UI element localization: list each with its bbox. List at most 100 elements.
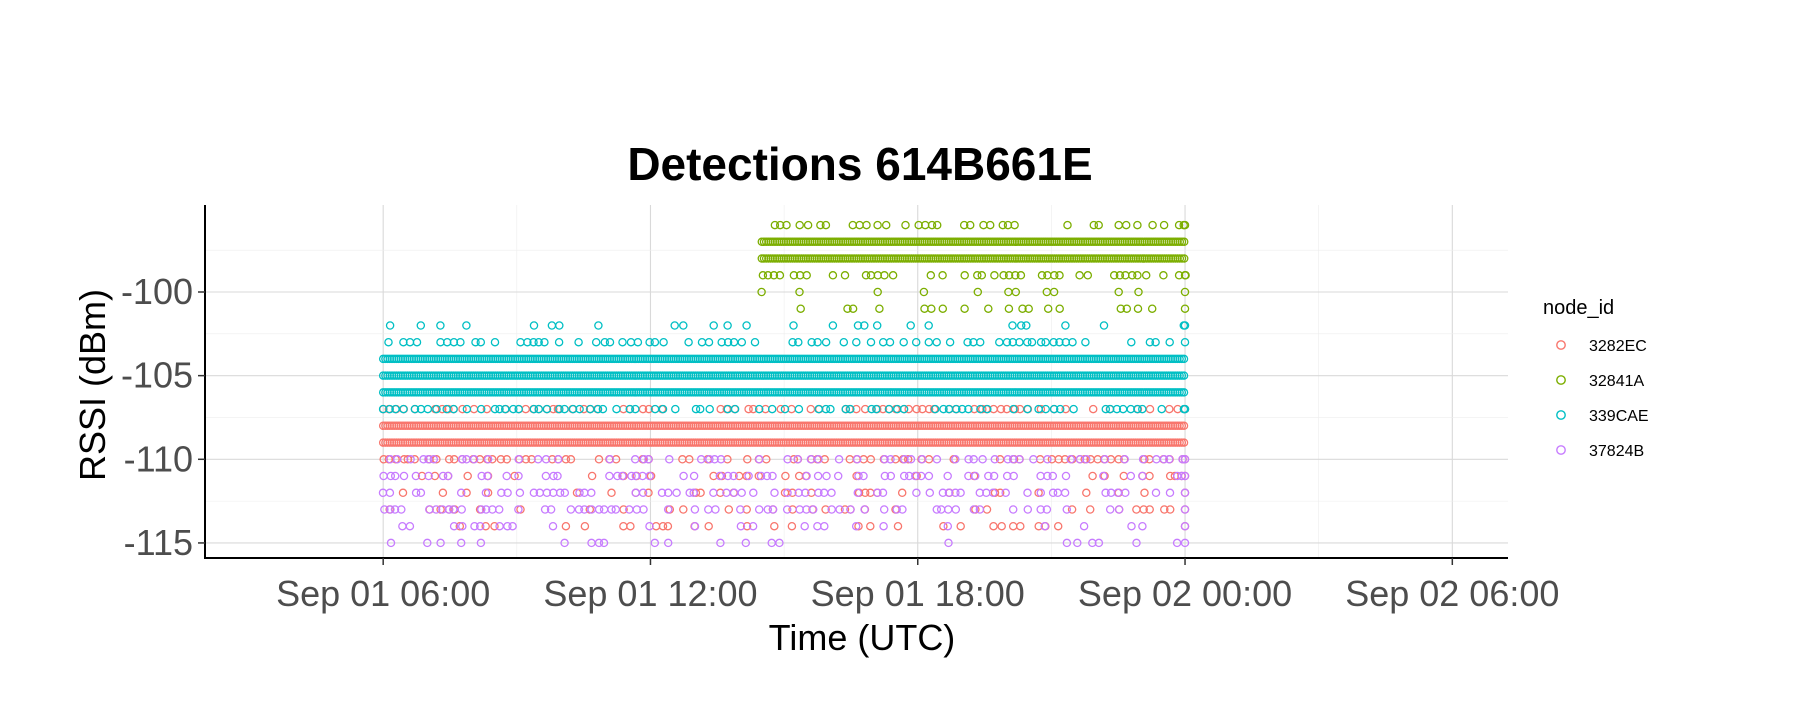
data-point — [754, 505, 764, 514]
data-point — [742, 505, 751, 514]
data-point — [390, 471, 400, 481]
data-point — [438, 471, 448, 481]
data-point — [444, 455, 454, 464]
data-point — [1116, 304, 1126, 313]
data-point — [1043, 271, 1052, 280]
data-point — [1010, 220, 1019, 230]
data-point — [432, 404, 441, 414]
data-point — [963, 337, 972, 347]
data-point — [951, 455, 960, 464]
data-points — [378, 220, 1190, 548]
data-point — [789, 321, 798, 330]
data-point — [723, 321, 732, 330]
data-point — [846, 404, 855, 414]
data-point — [744, 404, 753, 414]
data-point — [425, 505, 434, 514]
data-point — [458, 521, 467, 531]
data-point — [548, 521, 558, 531]
data-point — [1015, 455, 1024, 464]
data-point — [1055, 404, 1065, 414]
data-point — [423, 404, 433, 414]
data-point — [938, 304, 948, 313]
data-point — [879, 521, 888, 531]
data-point — [723, 471, 733, 481]
data-point — [1003, 455, 1013, 464]
data-point — [1180, 471, 1190, 481]
data-point — [821, 505, 830, 514]
data-point — [540, 505, 550, 514]
data-point — [737, 337, 747, 347]
data-point — [521, 404, 530, 414]
data-point — [1114, 220, 1123, 230]
data-point — [1109, 271, 1119, 280]
data-point — [1179, 388, 1189, 397]
data-point — [456, 337, 465, 347]
data-point — [611, 455, 621, 464]
data-point — [1043, 471, 1052, 481]
data-point — [1063, 220, 1072, 230]
data-point — [1164, 455, 1174, 464]
legend-key — [1556, 340, 1566, 350]
data-point — [1134, 287, 1143, 297]
data-point — [514, 505, 523, 514]
data-point — [449, 521, 459, 531]
x-tick-label: Sep 01 18:00 — [811, 573, 1025, 614]
data-point — [638, 488, 648, 498]
data-point — [679, 321, 688, 330]
data-point — [768, 505, 778, 514]
data-point — [852, 337, 861, 347]
data-point — [744, 471, 753, 481]
data-point — [951, 404, 961, 414]
data-point — [575, 488, 584, 498]
data-point — [1114, 287, 1123, 297]
data-point — [1180, 404, 1190, 414]
data-point — [715, 471, 725, 481]
data-point — [416, 488, 426, 498]
data-point — [853, 321, 863, 330]
data-point — [742, 321, 751, 330]
data-point — [794, 337, 803, 347]
data-point — [1157, 404, 1166, 414]
data-point — [1036, 337, 1046, 347]
data-point — [1148, 220, 1157, 230]
data-point — [975, 488, 985, 498]
tick-labels: -100 -105 -110 -115 Sep 01 06:00 Sep 01 12:00… — [121, 271, 1559, 614]
data-point — [984, 304, 993, 313]
data-point — [800, 521, 809, 531]
data-point — [541, 455, 551, 464]
data-point — [794, 404, 804, 414]
data-point — [814, 488, 823, 498]
data-point — [793, 455, 802, 464]
data-point — [449, 455, 459, 464]
data-point — [885, 337, 895, 347]
data-point — [483, 455, 493, 464]
data-point — [514, 471, 523, 481]
data-point — [502, 455, 512, 464]
data-point — [755, 455, 764, 464]
data-point — [813, 471, 823, 481]
data-point — [469, 404, 479, 414]
data-point — [529, 488, 539, 498]
x-tick-label: Sep 01 06:00 — [276, 573, 490, 614]
data-point — [1062, 538, 1072, 548]
data-point — [469, 455, 479, 464]
data-point — [878, 337, 888, 347]
data-point — [911, 471, 920, 481]
data-point — [1100, 455, 1110, 464]
data-point — [490, 521, 499, 531]
data-point — [1145, 337, 1155, 347]
data-point — [997, 521, 1006, 531]
data-point — [1151, 488, 1161, 498]
data-point — [789, 455, 799, 464]
data-point — [840, 271, 850, 280]
data-point — [1139, 505, 1148, 514]
data-point — [827, 505, 836, 514]
data-point — [1004, 271, 1014, 280]
data-point — [1094, 538, 1104, 548]
data-point — [866, 521, 875, 531]
data-point — [821, 337, 831, 347]
data-point — [496, 455, 506, 464]
data-point — [1088, 404, 1098, 414]
data-point — [555, 488, 565, 498]
axes — [198, 205, 1508, 565]
